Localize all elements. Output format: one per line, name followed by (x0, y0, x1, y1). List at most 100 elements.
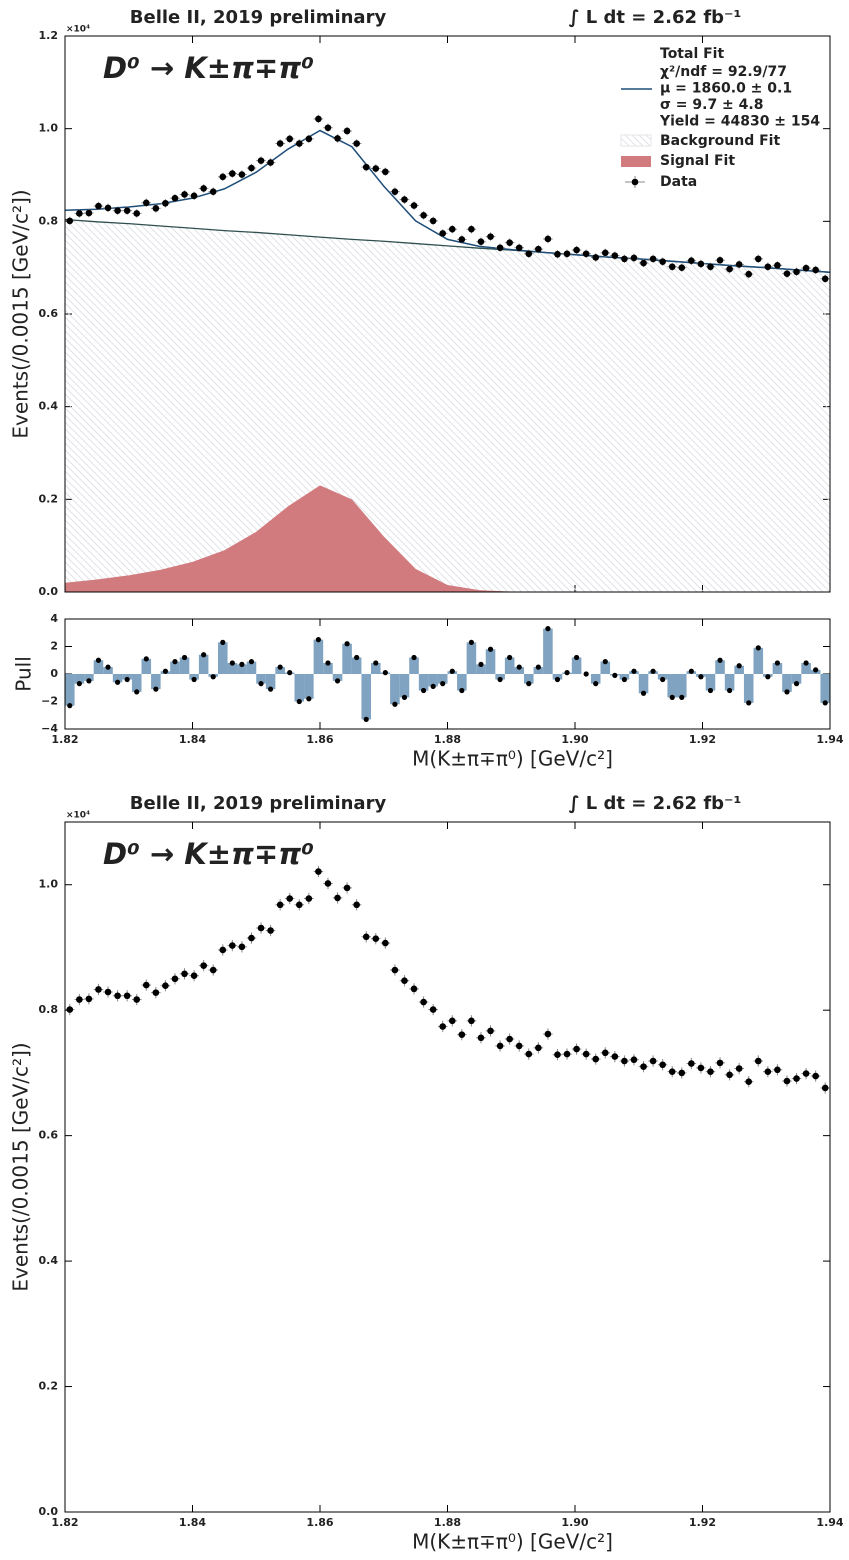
pull-point (162, 668, 169, 674)
legend-label: Data (660, 174, 697, 190)
pull-bar (103, 667, 113, 674)
pull-point (258, 681, 264, 687)
pull-point (688, 668, 694, 674)
pull-bar (409, 657, 419, 674)
y-tick-label: 1.0 (39, 122, 59, 135)
data-point (525, 250, 533, 258)
pull-bar (743, 674, 754, 703)
data-point (745, 1078, 753, 1085)
data-point (716, 256, 724, 264)
data-point (114, 207, 121, 214)
pull-point (248, 659, 255, 665)
x-tick-label: 1.86 (306, 733, 333, 746)
data-point (735, 261, 743, 268)
data-point (85, 995, 93, 1003)
data-point (343, 884, 351, 892)
pull-bar (437, 674, 448, 684)
data-point (286, 135, 294, 143)
data-point (439, 1023, 447, 1030)
pull-bar (93, 660, 104, 674)
pull-bar (323, 663, 333, 674)
data-point (334, 894, 341, 902)
pull-point (325, 660, 331, 666)
data-point (162, 199, 169, 207)
data-point (95, 202, 102, 210)
data-point (754, 1057, 762, 1065)
data-point (104, 988, 112, 996)
pull-point (822, 700, 828, 706)
data-point (248, 934, 255, 942)
pull-bar (265, 674, 276, 690)
data-point (688, 1060, 695, 1067)
pull-bar (189, 674, 199, 680)
data-point (114, 992, 121, 1000)
pull-point (430, 683, 436, 689)
fit-stat: σ = 9.7 ± 4.8 (660, 97, 763, 113)
data-point (200, 962, 207, 969)
data-point (76, 996, 83, 1003)
data-point (315, 868, 322, 875)
data-point (372, 935, 380, 942)
pull-bar (820, 674, 830, 703)
data-point (812, 1072, 819, 1080)
data-point (133, 210, 141, 217)
pull-point (468, 639, 475, 645)
x-tick-label: 1.90 (561, 1516, 588, 1529)
y-axis-label: Pull (12, 656, 36, 692)
data-point (295, 901, 303, 909)
plot-frame (64, 821, 831, 1513)
data-point (735, 1065, 743, 1072)
pull-bar (218, 642, 228, 674)
pull-bar (724, 674, 735, 691)
pull-bar (552, 674, 563, 680)
pull-point (401, 694, 408, 700)
data-point (152, 989, 160, 996)
pull-bar (466, 642, 477, 674)
y-tick-label: 0.8 (39, 1003, 59, 1016)
legend-label: Signal Fit (660, 153, 735, 169)
background-fit-area (65, 219, 830, 593)
data-point (401, 977, 408, 984)
fit-stat: χ²/ndf = 92.9/77 (660, 64, 787, 80)
luminosity: ∫ L dt = 2.62 fb⁻¹ (569, 793, 742, 814)
pull-bar (801, 663, 811, 674)
data-point (401, 196, 408, 203)
data-point (783, 270, 791, 277)
y-tick-label: 0.6 (39, 1129, 59, 1142)
luminosity: ∫ L dt = 2.62 fb⁻¹ (569, 7, 742, 28)
data-point (496, 244, 504, 252)
pull-point (67, 703, 73, 709)
y-tick-label: 1.2 (39, 29, 59, 42)
data-point (477, 1034, 485, 1042)
data-point (76, 210, 83, 217)
pull-point (487, 646, 494, 652)
pull-point (679, 694, 685, 700)
data-point (382, 168, 389, 176)
data-point (506, 1035, 513, 1043)
y-axis-label: Events(/0.0015 [GeV/c²]) (9, 1042, 33, 1291)
fit-stat: Yield = 44830 ± 154 (659, 114, 820, 130)
data-point (525, 1050, 533, 1058)
data-point (774, 1066, 781, 1074)
data-point (582, 250, 590, 258)
data-point (754, 255, 762, 263)
pull-point (76, 681, 82, 687)
pull-point (420, 687, 427, 694)
pull-bar (74, 674, 85, 684)
data-point (764, 263, 772, 271)
pull-point (440, 681, 446, 687)
data-point (554, 250, 561, 258)
pull-point (755, 645, 761, 651)
data-point (382, 939, 389, 947)
pull-point (334, 678, 341, 684)
data-point (257, 924, 265, 932)
data-point (219, 946, 227, 954)
pull-point (411, 654, 417, 661)
pull-bar (313, 639, 324, 674)
data-point (793, 268, 800, 276)
data-point (410, 202, 418, 209)
data-point (601, 249, 609, 257)
pull-point (134, 689, 140, 695)
data-point (391, 188, 399, 195)
data-point (640, 259, 647, 267)
